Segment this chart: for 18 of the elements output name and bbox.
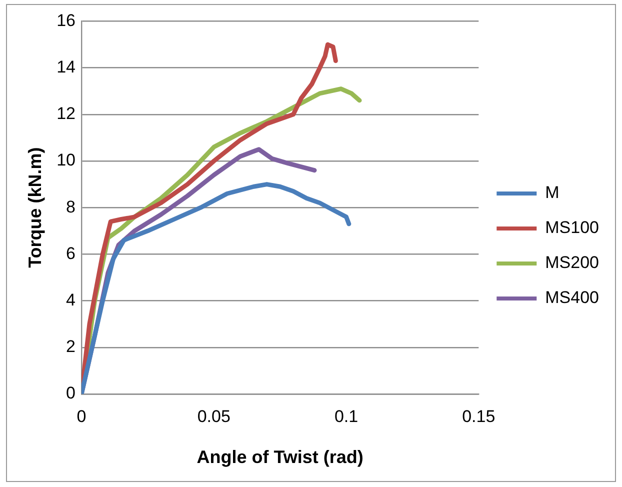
legend-label: M: [545, 183, 560, 202]
legend-label: MS400: [545, 288, 600, 308]
y-tick-label: 10: [56, 150, 76, 170]
legend-label: MS200: [545, 253, 600, 272]
legend-label: MS100: [545, 218, 600, 238]
y-tick-label: 4: [66, 290, 76, 310]
y-tick-label: 0: [66, 384, 76, 403]
x-tick-label: 0.1: [334, 406, 358, 426]
y-tick-label: 2: [66, 337, 76, 356]
y-tick-label: 16: [56, 10, 76, 30]
y-tick-label: 8: [66, 197, 76, 216]
y-tick-label: 12: [56, 104, 76, 124]
y-tick-label: 14: [56, 57, 76, 76]
x-tick-label: 0.05: [197, 406, 230, 426]
x-axis-title: Angle of Twist (rad): [196, 447, 364, 468]
y-tick-label: 6: [66, 244, 76, 263]
x-tick-label: 0.15: [462, 406, 496, 426]
y-axis-title: Torque (kN.m): [24, 147, 45, 268]
